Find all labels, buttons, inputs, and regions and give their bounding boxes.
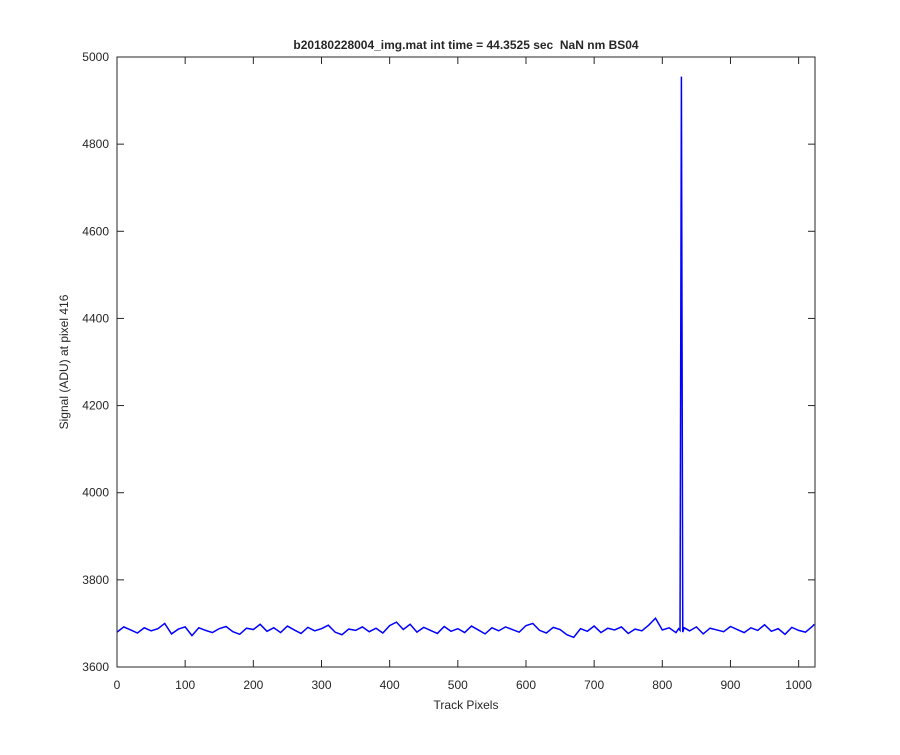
plot-area bbox=[117, 57, 815, 667]
x-tick-label: 0 bbox=[114, 678, 121, 692]
y-tick-label: 4200 bbox=[82, 399, 109, 413]
x-tick-label: 100 bbox=[175, 678, 195, 692]
y-tick-label: 4600 bbox=[82, 224, 109, 238]
y-axis-label: Signal (ADU) at pixel 416 bbox=[57, 294, 71, 429]
y-tick-label: 4400 bbox=[82, 311, 109, 325]
x-tick-label: 600 bbox=[516, 678, 536, 692]
x-axis-label: Track Pixels bbox=[434, 698, 499, 712]
x-tick-label: 300 bbox=[311, 678, 331, 692]
x-tick-label: 500 bbox=[448, 678, 468, 692]
x-tick-label: 700 bbox=[584, 678, 604, 692]
data-line bbox=[116, 76, 815, 639]
y-tick-label: 4800 bbox=[82, 137, 109, 151]
y-tick-label: 3800 bbox=[82, 573, 109, 587]
y-tick-label: 5000 bbox=[82, 50, 109, 64]
x-tick-label: 200 bbox=[243, 678, 263, 692]
y-tick-label: 4000 bbox=[82, 486, 109, 500]
x-tick-label: 400 bbox=[380, 678, 400, 692]
axes-box bbox=[116, 56, 816, 668]
x-tick-label: 800 bbox=[652, 678, 672, 692]
y-tick-label: 3600 bbox=[82, 660, 109, 674]
chart-title: b20180228004_img.mat int time = 44.3525 … bbox=[293, 38, 639, 52]
x-tick-label: 1000 bbox=[785, 678, 812, 692]
x-tick-label: 900 bbox=[720, 678, 740, 692]
